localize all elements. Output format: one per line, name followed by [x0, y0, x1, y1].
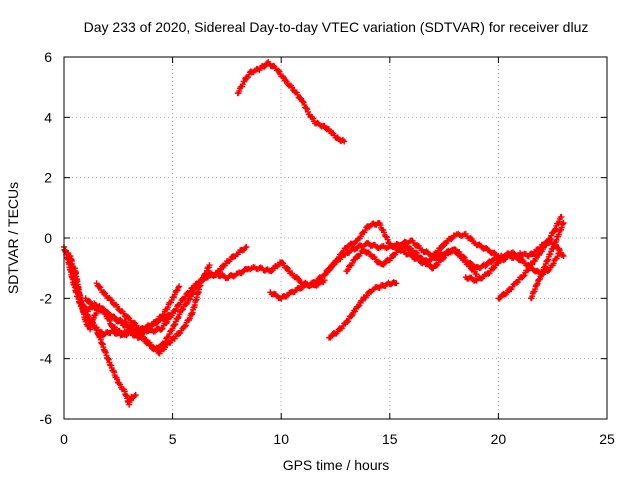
y-tick-label: -4 — [40, 351, 53, 367]
series-segment-15 — [517, 236, 567, 260]
x-tick-label: 10 — [273, 431, 289, 447]
y-axis-label: SDTVAR / TECUs — [5, 182, 21, 294]
series-segment-14 — [528, 219, 567, 302]
data-point-markers — [326, 279, 400, 341]
series-segment-6 — [93, 244, 250, 335]
chart-title: Day 233 of 2020, Sidereal Day-to-day VTE… — [84, 19, 589, 35]
y-tick-label: 6 — [44, 49, 52, 65]
plot-border — [63, 56, 608, 420]
y-tick-label: 2 — [44, 170, 52, 186]
y-tick-label: -2 — [40, 290, 53, 306]
y-tick-label: 0 — [44, 230, 52, 246]
x-tick-label: 25 — [599, 431, 615, 447]
grid — [64, 57, 607, 419]
x-tick-label: 15 — [382, 431, 398, 447]
x-tick-label: 0 — [60, 431, 68, 447]
series-segment-10 — [326, 279, 400, 341]
x-tick-label: 5 — [169, 431, 177, 447]
y-tick-label: 4 — [44, 109, 52, 125]
data-series — [61, 58, 567, 408]
y-tick-label: -6 — [40, 411, 53, 427]
data-point-markers — [234, 58, 348, 145]
x-tick-label: 20 — [491, 431, 507, 447]
series-segment-11 — [343, 243, 524, 275]
series-segment-7 — [234, 58, 348, 145]
x-axis-label: GPS time / hours — [283, 457, 390, 473]
series-segment-9 — [321, 230, 502, 278]
